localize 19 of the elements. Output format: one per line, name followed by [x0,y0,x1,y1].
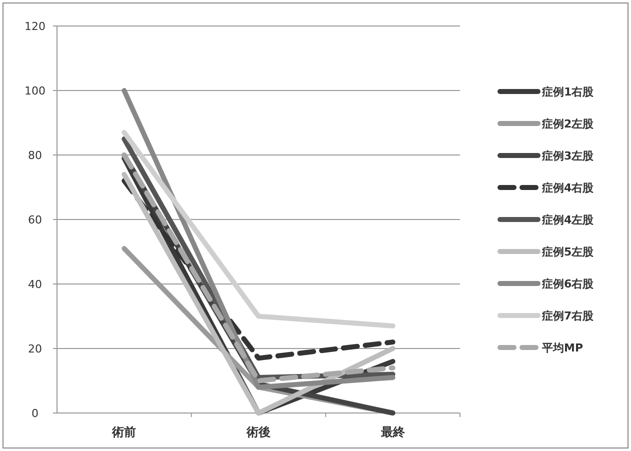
legend-label: 症例7右股 [541,310,595,322]
y-tick-label: 20 [28,342,42,356]
legend-label: 症例3左股 [541,150,595,162]
x-tick-label: 術後 [246,425,270,439]
legend-label: 症例6右股 [541,278,595,290]
y-tick-label: 80 [28,149,42,162]
legend-label: 平均MP [541,342,584,354]
y-tick-label: 60 [28,214,42,226]
legend-label: 症例4右股 [541,182,595,194]
x-tick-label: 術前 [111,425,136,439]
y-tick-label: 120 [24,20,46,33]
legend-label: 症例1右股 [541,86,595,98]
x-tick-label: 最終 [380,425,406,439]
legend-label: 症例4左股 [541,214,595,226]
y-tick-label: 0 [32,407,38,420]
y-tick-label: 40 [28,278,42,291]
y-tick-label: 100 [24,84,46,98]
legend-label: 症例5左股 [541,246,595,258]
legend-label: 症例2左股 [541,118,595,130]
